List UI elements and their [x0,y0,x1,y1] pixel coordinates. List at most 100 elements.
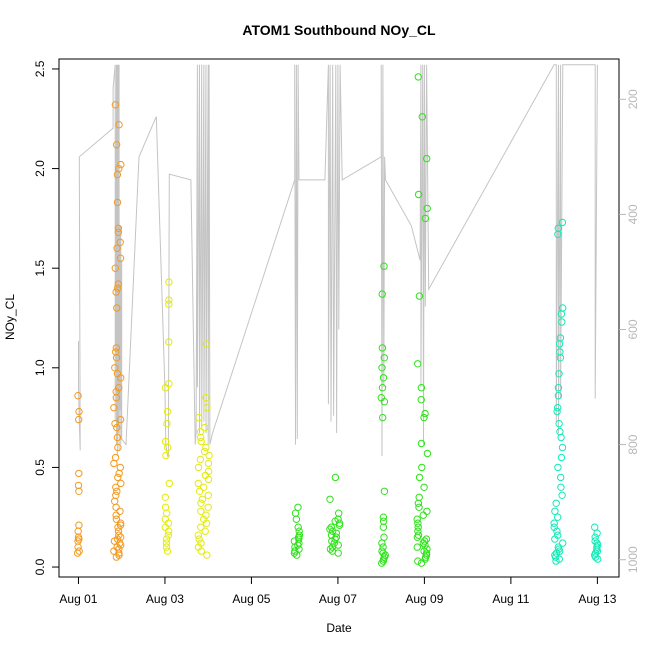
data-point [332,529,340,537]
data-point [414,499,423,507]
right-tick-label: 200 [626,89,640,109]
data-point [591,537,599,545]
data-point [162,543,171,551]
data-point [554,392,563,400]
data-point [202,511,210,519]
data-point [114,224,123,233]
data-point [555,340,564,348]
data-point [554,224,562,233]
data-point [326,545,335,553]
chart-title: ATOM1 Southbound NOy_CL [242,22,436,38]
data-point [423,507,431,515]
data-point [75,521,83,529]
data-point [555,555,563,563]
data-point [112,491,120,499]
data-point [554,531,562,539]
data-point [417,439,426,448]
data-point [115,164,123,173]
data-point [197,507,205,515]
data-point [557,453,566,462]
data-point [116,521,125,529]
data-point [554,384,563,392]
data-point [115,469,123,478]
x-tick-label: Aug 13 [578,592,616,606]
data-point [202,340,211,348]
data-point [290,537,299,545]
data-point [593,529,601,537]
data-point [418,463,426,472]
data-point [202,443,210,452]
data-point [378,384,387,392]
data-point [161,437,170,446]
data-point [556,334,565,342]
data-point [111,497,119,505]
data-point [194,479,203,488]
data-point [75,469,83,478]
y-tick-label: 0.0 [33,558,47,575]
data-point [195,487,204,495]
data-point [195,535,203,543]
data-point [165,527,173,535]
data-point [197,523,205,531]
data-point [420,413,428,422]
data-point [415,493,423,501]
y-tick-label: 2.5 [33,60,47,77]
y-tick-label: 1.5 [33,260,47,277]
data-point [163,407,172,416]
data-point [420,483,428,491]
data-point [378,559,386,567]
y-axis-label: NOy_CL [3,294,17,340]
data-point [115,121,123,129]
data-point [557,483,565,491]
data-point [113,284,122,292]
data-point [194,463,203,472]
data-point [165,380,173,388]
x-tick-label: Aug 03 [146,592,184,606]
data-point [74,527,82,535]
y-tick-label: 0.5 [33,459,47,476]
data-point [414,73,422,81]
scatter-points-layer [73,73,602,567]
data-point [111,101,120,109]
data-point [115,384,123,392]
data-point [378,364,386,372]
data-point [111,364,119,372]
data-point [113,487,121,495]
data-point [198,495,207,503]
data-point [413,543,421,551]
y-axis: 0.0 0.5 1.0 1.5 2.0 2.5 [33,60,59,575]
data-point [114,228,123,237]
data-point [113,304,121,312]
data-point [165,479,174,488]
data-point [555,419,563,428]
data-point [558,491,566,499]
data-point [550,523,558,531]
data-point [116,507,124,515]
data-point [378,290,386,298]
data-point [557,473,565,482]
data-point [200,483,208,491]
data-point [113,198,122,207]
data-point [162,535,171,543]
x-tick-label: Aug 11 [492,592,529,606]
data-point [422,535,431,543]
data-point [75,415,83,424]
data-point [203,551,211,559]
data-point [418,113,426,121]
data-point [553,407,561,416]
data-point [114,280,123,288]
data-point [112,344,121,352]
data-point [550,519,558,527]
data-point [422,549,431,557]
x-axis: Aug 01 Aug 03 Aug 05 Aug 07 Aug 09 Aug 11 Aug … [59,576,617,606]
data-point [420,537,429,545]
data-point [163,419,171,428]
data-point [112,288,120,296]
data-point [112,483,120,491]
data-point [195,413,203,422]
data-point [380,262,388,270]
data-point [380,354,388,362]
data-point [115,531,123,539]
data-point [164,443,172,452]
data-point [197,437,205,446]
